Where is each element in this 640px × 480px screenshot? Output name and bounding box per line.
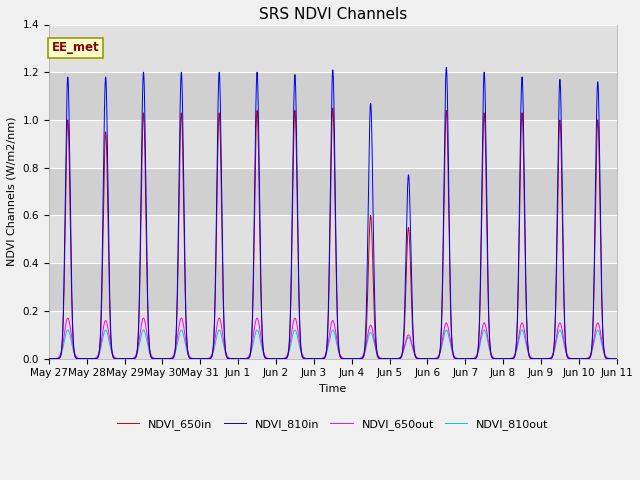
NDVI_650out [64,315,72,321]
NDVI_810in [487,351,495,357]
NDVI_650in [472,355,479,361]
NDVI_810in [501,356,509,361]
Legend: NDVI_650in, NDVI_810in, NDVI_650out, NDVI_810out: NDVI_650in, NDVI_810in, NDVI_650out, NDV… [113,414,553,434]
NDVI_810out [501,356,509,361]
NDVI_810out [487,352,495,358]
NDVI_650out [509,355,517,360]
NDVI_650out [45,356,52,361]
Text: EE_met: EE_met [52,41,99,54]
NDVI_810in [509,356,517,361]
NDVI_650in [329,105,337,111]
NDVI_810out [472,354,479,360]
NDVI_650out [501,356,509,361]
NDVI_810out [613,356,621,361]
Title: SRS NDVI Channels: SRS NDVI Channels [259,7,407,22]
NDVI_650in [75,356,83,361]
Line: NDVI_650in: NDVI_650in [49,108,617,359]
NDVI_650in [509,356,517,361]
NDVI_650out [408,339,415,345]
Bar [49,24,617,72]
NDVI_810in [45,356,52,361]
NDVI_810in [75,356,83,361]
NDVI_650in [45,356,52,361]
NDVI_810out [75,356,83,361]
NDVI_810out [64,327,72,333]
NDVI_650in [501,356,509,361]
NDVI_810out [509,355,517,360]
Y-axis label: NDVI Channels (W/m2/nm): NDVI Channels (W/m2/nm) [7,117,17,266]
Bar [49,120,617,168]
NDVI_810out [408,341,415,347]
NDVI_810in [472,355,479,361]
NDVI_650in [613,356,621,361]
NDVI_650in [487,352,495,358]
NDVI_650out [487,351,495,357]
Bar [49,216,617,263]
NDVI_650out [75,356,83,361]
Line: NDVI_810out: NDVI_810out [49,330,617,359]
NDVI_650out [613,356,621,361]
NDVI_810in [613,356,621,361]
Line: NDVI_650out: NDVI_650out [49,318,617,359]
NDVI_810in [442,65,450,71]
X-axis label: Time: Time [319,384,346,394]
Bar [49,168,617,216]
NDVI_810in [408,267,415,273]
Bar [49,72,617,120]
Line: NDVI_810in: NDVI_810in [49,68,617,359]
NDVI_650out [472,354,479,360]
Bar [49,311,617,359]
NDVI_810out [45,356,52,361]
NDVI_650in [408,293,415,299]
Bar [49,263,617,311]
